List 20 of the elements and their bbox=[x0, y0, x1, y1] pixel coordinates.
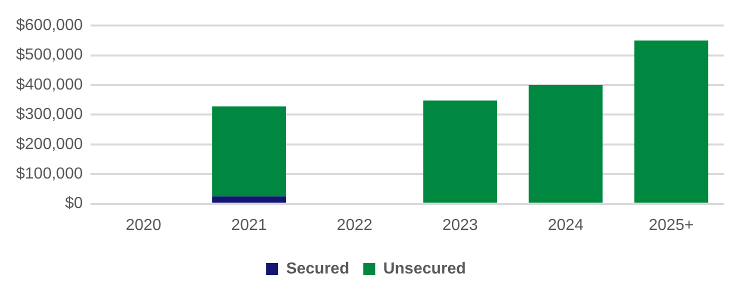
y-tick-label: $300,000 bbox=[16, 106, 83, 124]
y-tick-label: $100,000 bbox=[16, 166, 83, 183]
x-tick-label: 2020 bbox=[126, 216, 162, 234]
bar bbox=[212, 196, 286, 203]
legend-label: Unsecured bbox=[383, 260, 466, 278]
x-tick-label: 2023 bbox=[442, 216, 478, 234]
x-tick-label: 2022 bbox=[336, 216, 372, 234]
y-tick-label: $400,000 bbox=[16, 76, 83, 94]
bar bbox=[528, 85, 603, 203]
y-tick-label: $600,000 bbox=[16, 17, 83, 34]
x-tick-label: 2025+ bbox=[648, 216, 694, 234]
bar bbox=[634, 40, 708, 203]
bar bbox=[212, 106, 286, 196]
y-tick-label: $0 bbox=[64, 195, 83, 212]
x-tick-label: 2021 bbox=[231, 216, 267, 234]
x-tick-label: 2024 bbox=[548, 216, 584, 234]
y-tick-label: $500,000 bbox=[16, 46, 83, 64]
bar bbox=[423, 100, 498, 203]
y-tick-label: $200,000 bbox=[16, 136, 83, 153]
legend-label: Secured bbox=[286, 260, 350, 278]
